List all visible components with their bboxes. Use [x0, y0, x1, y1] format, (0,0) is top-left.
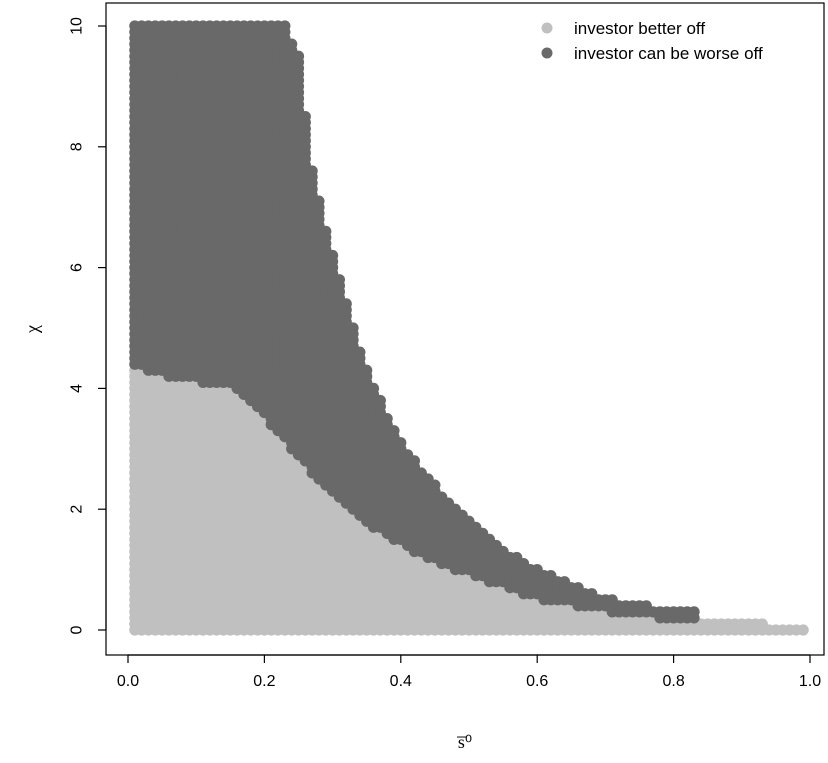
point-worse-off — [395, 437, 407, 449]
x-axis-title: s̅⁰ — [457, 732, 473, 752]
point-worse-off — [313, 195, 325, 207]
x-tick-label: 0.4 — [390, 673, 412, 690]
y-tick-label: 2 — [69, 505, 86, 514]
point-worse-off — [354, 346, 366, 358]
point-worse-off — [367, 382, 380, 394]
legend-marker-worse-off — [541, 47, 553, 59]
legend-label-worse-off: investor can be worse off — [574, 44, 763, 63]
y-tick-label: 4 — [69, 384, 86, 393]
point-better-off — [797, 624, 809, 636]
point-worse-off — [327, 249, 339, 262]
point-worse-off — [388, 425, 400, 437]
legend-marker-better-off — [541, 22, 553, 34]
legend: investor better off investor can be wors… — [541, 19, 763, 63]
y-axis: 0 2 4 6 8 10 — [69, 17, 107, 634]
points-worse-off — [129, 20, 700, 624]
point-worse-off — [306, 165, 318, 177]
x-tick-label: 1.0 — [799, 673, 821, 690]
x-tick-label: 0.8 — [662, 673, 684, 690]
x-tick-label: 0.0 — [117, 673, 139, 690]
point-worse-off — [299, 111, 311, 123]
x-tick-label: 0.6 — [526, 673, 548, 690]
point-worse-off — [374, 394, 386, 407]
point-worse-off — [279, 20, 291, 32]
point-worse-off — [320, 225, 332, 237]
y-tick-label: 10 — [69, 17, 86, 35]
point-worse-off — [340, 298, 352, 310]
point-worse-off — [286, 38, 298, 50]
x-axis: 0.0 0.2 0.4 0.6 0.8 1.0 — [117, 654, 821, 690]
points-better-off — [129, 364, 809, 636]
legend-label-better-off: investor better off — [574, 19, 705, 38]
y-tick-label: 6 — [69, 263, 86, 272]
y-axis-title: χ — [22, 325, 42, 334]
y-tick-label: 8 — [69, 142, 86, 151]
point-worse-off — [408, 455, 421, 467]
point-worse-off — [347, 322, 359, 334]
point-worse-off — [429, 479, 441, 491]
point-worse-off — [333, 274, 346, 286]
y-tick-label: 0 — [69, 625, 86, 634]
point-worse-off — [381, 413, 393, 425]
point-worse-off — [361, 364, 373, 376]
point-worse-off — [688, 606, 700, 618]
x-tick-label: 0.2 — [253, 673, 275, 690]
point-worse-off — [292, 50, 305, 62]
